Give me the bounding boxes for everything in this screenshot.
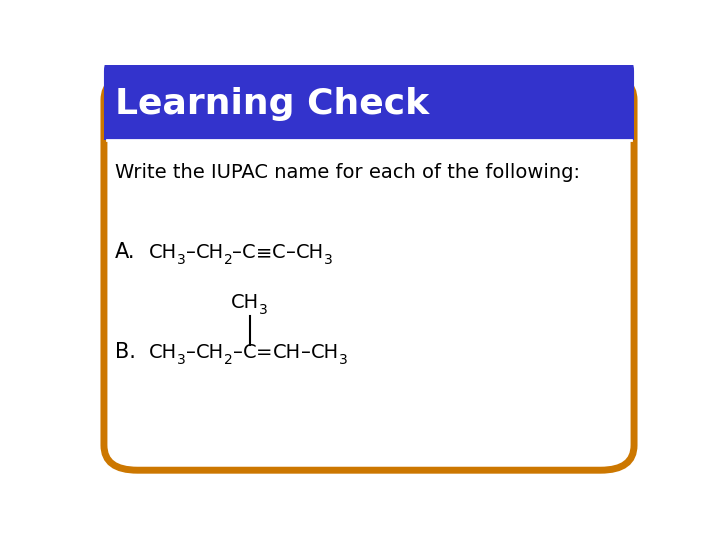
Text: 3: 3 xyxy=(177,353,186,367)
FancyBboxPatch shape xyxy=(104,46,634,140)
Text: –: – xyxy=(301,343,311,362)
Text: CH: CH xyxy=(149,243,177,262)
Text: CH: CH xyxy=(231,293,259,312)
Text: 2: 2 xyxy=(224,353,233,367)
Text: 3: 3 xyxy=(339,353,348,367)
FancyBboxPatch shape xyxy=(104,75,634,470)
Bar xyxy=(104,111,634,140)
Text: 3: 3 xyxy=(177,253,186,267)
Text: –: – xyxy=(186,343,196,362)
Text: Write the IUPAC name for each of the following:: Write the IUPAC name for each of the fol… xyxy=(115,164,580,183)
Text: Learning Check: Learning Check xyxy=(115,87,429,121)
Text: C: C xyxy=(243,343,256,362)
Text: C: C xyxy=(243,243,256,262)
Text: –: – xyxy=(233,243,243,262)
Text: CH: CH xyxy=(196,343,224,362)
Text: =: = xyxy=(256,343,273,362)
Text: –: – xyxy=(186,243,196,262)
Text: –: – xyxy=(286,243,296,262)
Text: A.: A. xyxy=(115,242,135,262)
Text: 3: 3 xyxy=(259,303,268,317)
Text: C: C xyxy=(272,243,286,262)
Text: CH: CH xyxy=(196,243,224,262)
Text: CH: CH xyxy=(273,343,301,362)
Text: CH: CH xyxy=(311,343,339,362)
Text: 2: 2 xyxy=(224,253,233,267)
Text: 3: 3 xyxy=(324,253,333,267)
Text: ≡: ≡ xyxy=(256,243,272,262)
Text: CH: CH xyxy=(296,243,324,262)
Text: –: – xyxy=(233,343,243,362)
Text: CH: CH xyxy=(149,343,177,362)
Text: B.: B. xyxy=(115,342,136,362)
